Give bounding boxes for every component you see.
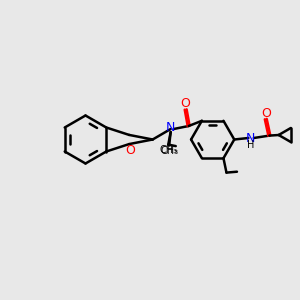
Text: O: O [181, 97, 190, 110]
Text: O: O [261, 106, 271, 120]
Text: O: O [125, 144, 135, 157]
Text: CH₃: CH₃ [160, 146, 178, 156]
Text: CH₃: CH₃ [160, 145, 178, 155]
Text: H: H [248, 140, 255, 150]
Text: N: N [166, 121, 175, 134]
Text: N: N [246, 132, 256, 146]
